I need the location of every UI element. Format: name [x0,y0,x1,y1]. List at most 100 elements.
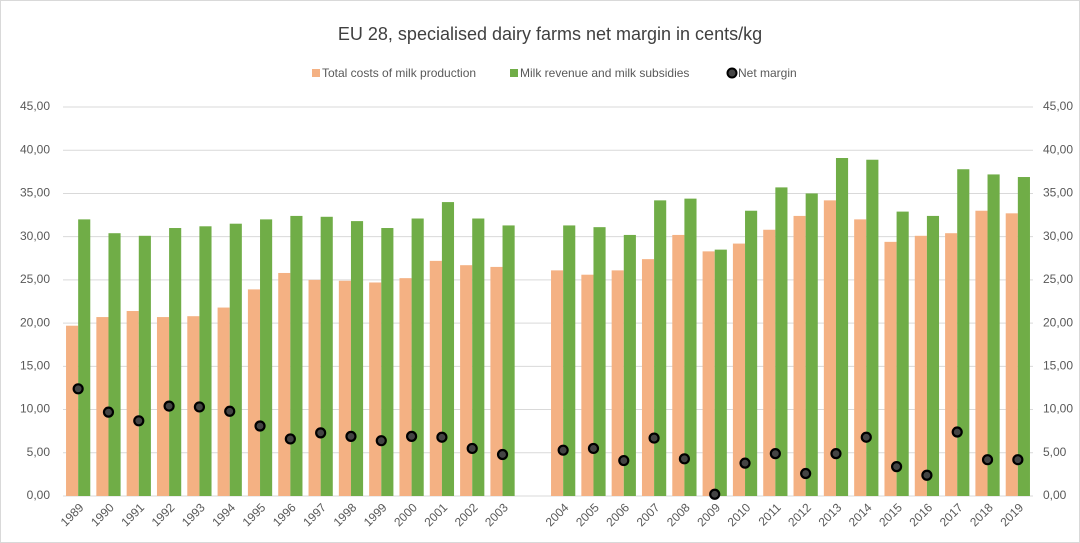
bar [866,159,879,496]
bar [823,200,836,497]
bar [623,234,636,496]
marker [830,448,842,460]
y-tick-label: 10,00 [20,402,50,416]
bar [926,215,940,497]
marker [224,405,236,417]
bar [278,272,291,496]
marker [436,431,448,443]
y2-tick-label: 15,00 [1043,359,1073,373]
bar [805,193,818,496]
bar [169,228,182,496]
bar [108,233,121,496]
y2-tick-label: 25,00 [1043,272,1073,286]
y2-tick-label: 10,00 [1043,402,1073,416]
legend-label: Milk revenue and milk subsidies [520,66,689,80]
bar [702,251,715,496]
legend-swatch [312,69,320,77]
bar [593,227,606,496]
marker [405,430,418,442]
y2-tick-label: 30,00 [1043,229,1073,243]
bar [229,223,242,496]
bar [1005,213,1018,496]
marker [587,442,600,455]
marker [163,400,175,412]
bar [1017,177,1030,496]
bar [763,229,776,497]
bar [472,218,485,496]
bar [957,169,970,497]
bar [835,158,849,496]
y2-tick-label: 40,00 [1043,142,1073,156]
bar [96,317,109,496]
bar [308,279,321,496]
marker [496,448,509,461]
bar [914,235,927,496]
bar [369,282,382,496]
bar [78,219,91,496]
bar [884,241,897,496]
bar [460,265,473,496]
bar [320,216,333,497]
legend-label: Net margin [738,66,797,80]
bar [490,266,503,496]
marker [709,488,721,500]
bar [714,249,727,496]
marker [860,431,872,443]
marker [951,426,963,438]
bar [581,274,594,496]
y2-tick-label: 20,00 [1043,315,1073,329]
marker [315,427,327,439]
bar [126,311,139,496]
bar [745,210,758,496]
y2-tick-label: 0,00 [1043,488,1067,502]
bar [260,219,273,496]
bar [350,221,364,496]
y-tick-label: 20,00 [20,315,50,329]
marker [557,444,569,456]
marker [345,430,357,442]
bar [156,317,170,496]
bar [138,235,151,496]
legend-swatch [510,69,518,77]
legend-marker [726,67,738,79]
bar [441,202,455,497]
y2-tick-label: 35,00 [1043,186,1073,200]
marker [981,454,994,466]
bar [411,218,424,496]
y-tick-label: 15,00 [20,359,50,373]
marker [739,457,751,469]
y-tick-label: 45,00 [20,99,50,113]
legend-label: Total costs of milk production [322,66,476,80]
marker [800,467,812,480]
bar [684,198,697,496]
bar [338,280,351,496]
bar [399,278,412,496]
bar [641,259,655,496]
marker [678,453,691,465]
marker [375,435,387,447]
marker [72,383,84,395]
bar [775,187,788,497]
marker [284,433,296,445]
marker [921,469,933,481]
marker [648,432,660,444]
marker [133,415,145,427]
y-tick-label: 25,00 [20,272,50,286]
marker [254,420,266,432]
marker [193,401,206,413]
chart-title: EU 28, specialised dairy farms net margi… [338,24,762,44]
y-tick-label: 5,00 [27,445,51,459]
y2-tick-label: 45,00 [1043,99,1073,113]
marker [102,406,115,418]
bar [381,228,394,496]
y-tick-label: 30,00 [20,229,50,243]
bar [551,270,564,496]
marker [769,448,781,460]
bar [987,174,1000,496]
bar [66,325,79,496]
bar [199,226,212,496]
bar [563,225,576,496]
bar [217,307,230,496]
bar [945,233,958,496]
